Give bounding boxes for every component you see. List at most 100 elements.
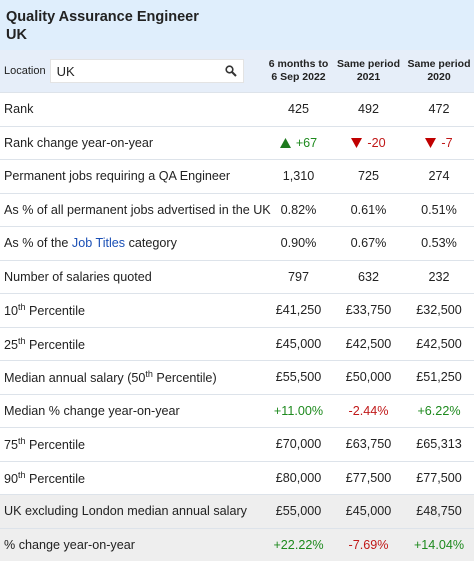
column-header: Same period 2021 [333,50,404,93]
value: £51,250 [416,370,462,385]
location-value: UK [56,63,75,79]
value-cell: 425 [264,92,333,126]
link[interactable]: Job Titles [71,236,126,251]
row: 75th Percentile £70,000 £63,750 £65,313 [0,427,474,461]
row-label: 90th Percentile [0,460,264,495]
label-text: Percentile [25,438,86,453]
row-label: 75th Percentile [0,427,264,461]
superscript: th [18,302,26,313]
value: £77,500 [416,470,462,485]
value-cell: 0.67% [333,226,404,260]
value-cell: 232 [404,259,474,294]
value-cell: £41,250 [264,293,333,327]
row: % change year-on-year +22.22% -7.69% +14.04… [0,527,474,561]
value: £70,000 [275,437,322,452]
label-text: Number of salaries quoted [4,269,152,284]
value-cell: £65,313 [404,427,474,461]
value-cell: £33,750 [333,293,404,327]
value: 472 [428,102,450,117]
value-cell: +14.04% [404,527,474,561]
value: £80,000 [275,470,322,485]
location-label: Location [4,64,46,77]
label-text: 10 [4,304,19,319]
row: Rank 425 492 472 [0,92,474,126]
column-header-line: 6 months to [268,58,329,70]
location-input[interactable]: UK [49,59,244,83]
value-cell: 492 [333,92,404,126]
label-text: As % of all permanent jobs advertised in… [4,202,271,217]
value: -2.44% [348,403,389,418]
value-cell: 632 [333,259,404,294]
value-cell: £55,000 [264,494,333,528]
row-label: As % of all permanent jobs advertised in… [0,192,271,227]
row: Median % change year-on-year +11.00% -2.44… [0,393,474,428]
row-label: Median % change year-on-year [0,393,264,428]
column-header-line: 2020 [427,71,451,83]
value: £42,500 [345,336,392,351]
label-text: Permanent jobs requiring a QA Engineer [4,169,231,184]
row: UK excluding London median annual salary… [0,494,474,528]
row-label: Number of salaries quoted [0,259,264,294]
search-icon[interactable] [224,65,237,77]
location: Location UK [0,59,264,83]
row: 10th Percentile £41,250 £33,750 £32,500 [0,293,474,327]
value: £48,750 [416,504,462,519]
value: -7 [441,135,453,150]
value-cell: 1,310 [264,159,333,193]
value: £77,500 [345,470,392,485]
row: Number of salaries quoted 797 632 232 [0,259,474,294]
label-text: Percentile [25,304,86,319]
column-header-line: Same period [336,58,401,70]
header-row: Location UK 6 months to 6 Sep 2022 Same pe… [0,50,474,93]
value-cell: £32,500 [404,293,474,327]
value: 425 [287,102,309,117]
row: 25th Percentile £45,000 £42,500 £42,500 [0,326,474,361]
header: Quality Assurance Engineer UK [0,0,474,50]
value: 0.61% [350,202,387,217]
label-text: Rank change year-on-year [4,135,154,150]
value: £65,313 [416,437,462,452]
value-cell: 0.90% [264,226,333,260]
value: +6.22% [417,403,461,418]
value: 0.67% [350,236,387,251]
superscript: th [145,369,153,380]
row: Rank change year-on-year +67 -20 -7 [0,125,474,160]
label-text: Percentile [25,471,86,486]
value: £50,000 [345,370,392,385]
label-text: UK excluding London median annual salary [4,504,247,519]
label-text: 75 [4,438,19,453]
value-cell: 274 [404,159,474,193]
value: +22.22% [273,538,324,552]
column-header-line: 6 Sep 2022 [271,71,326,83]
value-cell: 725 [333,159,404,193]
label-text: Rank [4,102,34,117]
down-arrow [351,137,363,148]
value-cell: 797 [264,259,333,294]
value: 632 [357,269,379,284]
value-cell: 0.61% [333,192,404,227]
label-text: As % of the [4,236,72,251]
row-label: % change year-on-year [0,527,264,561]
value: -20 [367,135,386,150]
value: 1,310 [282,169,315,184]
subtitle: UK [6,27,27,43]
column-header: 6 months to 6 Sep 2022 [264,50,333,93]
value-cell: £77,500 [404,460,474,495]
value: 0.51% [421,202,457,217]
value: £42,500 [416,336,462,351]
value: £55,500 [275,370,322,385]
value-cell: £45,000 [264,326,333,361]
label-text: Median % change year-on-year [4,403,180,418]
label-text: 90 [4,471,19,486]
value: £41,250 [275,303,322,318]
column-header-line: Same period [407,58,471,70]
value-cell: +11.00% [264,393,333,428]
superscript: th [18,335,26,346]
label-text: % change year-on-year [4,538,135,552]
value-cell: £70,000 [264,427,333,461]
label-text: category [125,236,177,251]
row: Permanent jobs requiring a QA Engineer 1,… [0,159,474,193]
row: As % of the Job Titles category 0.90% 0.67… [0,226,474,260]
label-text: Percentile [25,337,86,352]
stats-table: Location UK 6 months to 6 Sep 2022 Same pe… [0,50,474,561]
